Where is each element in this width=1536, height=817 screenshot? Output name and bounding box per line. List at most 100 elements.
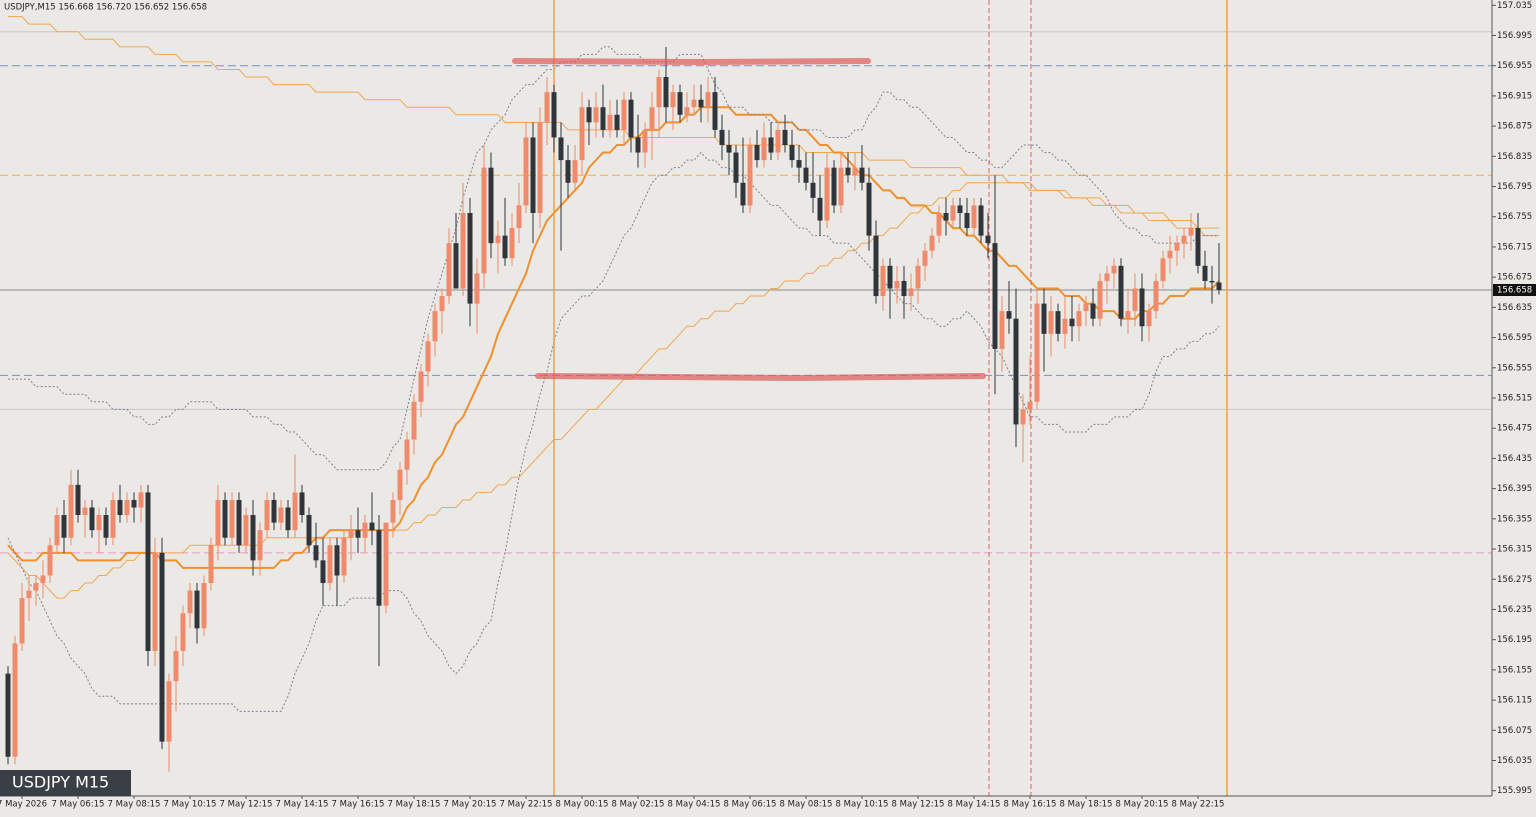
candle-body xyxy=(327,545,333,584)
candle-body xyxy=(1181,235,1187,244)
candle-body xyxy=(551,92,557,138)
candle-body xyxy=(572,160,578,183)
x-tick-label: 7 May 22:15 xyxy=(500,800,553,810)
candle-body xyxy=(789,145,795,161)
candle-body xyxy=(1160,258,1166,281)
y-tick-label: 156.795 xyxy=(1497,182,1532,192)
candle-body xyxy=(831,167,837,206)
candle-body xyxy=(439,296,445,312)
candle-body xyxy=(145,492,151,651)
candles xyxy=(5,46,1222,772)
candle-body xyxy=(243,515,249,546)
candle-body xyxy=(285,507,291,531)
candle-body xyxy=(12,643,18,757)
candle-body xyxy=(950,205,956,221)
candle-body xyxy=(964,212,970,229)
candle-body xyxy=(978,205,984,236)
candle-body xyxy=(229,499,235,538)
candle-body xyxy=(845,167,851,176)
candle-body xyxy=(320,560,326,584)
candle-body xyxy=(782,129,788,146)
candle-body xyxy=(971,205,977,229)
highlight xyxy=(535,373,986,382)
candle-body xyxy=(999,311,1005,349)
candle-body xyxy=(1027,401,1033,410)
candle-body xyxy=(110,499,116,538)
candle-body xyxy=(929,235,935,251)
candle-body xyxy=(5,673,11,757)
candle-body xyxy=(1041,303,1047,334)
y-tick-label: 156.395 xyxy=(1497,484,1532,494)
candle-body xyxy=(194,590,200,629)
candle-body xyxy=(1174,243,1180,251)
candle-body xyxy=(348,530,354,538)
candle-body xyxy=(299,492,305,516)
candle-body xyxy=(474,273,480,304)
candle-body xyxy=(600,107,606,130)
candle-body xyxy=(670,92,676,108)
y-tick-label: 156.755 xyxy=(1497,212,1532,222)
y-tick-label: 156.475 xyxy=(1497,424,1532,434)
y-tick-label: 155.995 xyxy=(1497,786,1532,796)
y-tick-label: 156.435 xyxy=(1497,454,1532,464)
candle-body xyxy=(663,77,669,108)
candle-body xyxy=(628,99,634,138)
candle-body xyxy=(943,212,949,221)
candle-body xyxy=(1020,409,1026,425)
candle-body xyxy=(1188,228,1194,236)
y-tick-label: 156.355 xyxy=(1497,514,1532,524)
candle-body xyxy=(432,311,438,342)
candle-body xyxy=(558,137,564,161)
x-tick-label: 7 May 2026 xyxy=(0,800,47,810)
candle-body xyxy=(516,205,522,229)
candle-body xyxy=(537,122,543,213)
candle-body xyxy=(698,99,704,108)
last-price-label: 156.658 xyxy=(1497,286,1532,296)
candle-body xyxy=(1167,250,1173,259)
candle-body xyxy=(768,137,774,153)
candle-body xyxy=(54,515,60,546)
candle-body xyxy=(215,499,221,546)
candle-body xyxy=(96,515,102,531)
candle-body xyxy=(957,205,963,213)
candle-body xyxy=(103,515,109,538)
candle-body xyxy=(1132,288,1138,312)
candle-body xyxy=(201,583,207,629)
last-price-box xyxy=(1493,284,1536,297)
candle-body xyxy=(159,552,165,742)
candle-body xyxy=(733,152,739,183)
candle-body xyxy=(222,499,228,538)
candle-body xyxy=(453,243,459,289)
candle-body xyxy=(509,228,515,259)
candle-body xyxy=(936,212,942,236)
x-tick-label: 8 May 10:15 xyxy=(836,800,889,810)
x-tick-label: 8 May 22:15 xyxy=(1172,800,1225,810)
candle-body xyxy=(691,99,697,108)
candle-body xyxy=(1146,311,1152,327)
x-tick-label: 8 May 00:15 xyxy=(556,800,609,810)
candle-body xyxy=(411,401,417,440)
y-tick-label: 156.995 xyxy=(1497,31,1532,41)
candle-body xyxy=(33,583,39,591)
candle-body xyxy=(1062,318,1068,334)
candle-body xyxy=(1090,303,1096,319)
candle-body xyxy=(40,575,46,584)
candle-body xyxy=(236,499,242,546)
candle-body xyxy=(1195,228,1201,266)
y-tick-label: 156.235 xyxy=(1497,605,1532,615)
candle-body xyxy=(614,114,620,130)
candle-body xyxy=(180,613,186,651)
x-tick-label: 8 May 18:15 xyxy=(1060,800,1113,810)
candle-body xyxy=(334,545,340,576)
candle-body xyxy=(817,197,823,221)
candle-body xyxy=(250,515,256,561)
candle-body xyxy=(446,243,452,297)
candle-body xyxy=(593,107,599,123)
candle-body xyxy=(684,107,690,115)
y-tick-label: 156.315 xyxy=(1497,545,1532,555)
candle-body xyxy=(1153,280,1159,312)
y-tick-label: 156.275 xyxy=(1497,575,1532,585)
candle-body xyxy=(852,167,858,176)
candle-body xyxy=(208,545,214,584)
